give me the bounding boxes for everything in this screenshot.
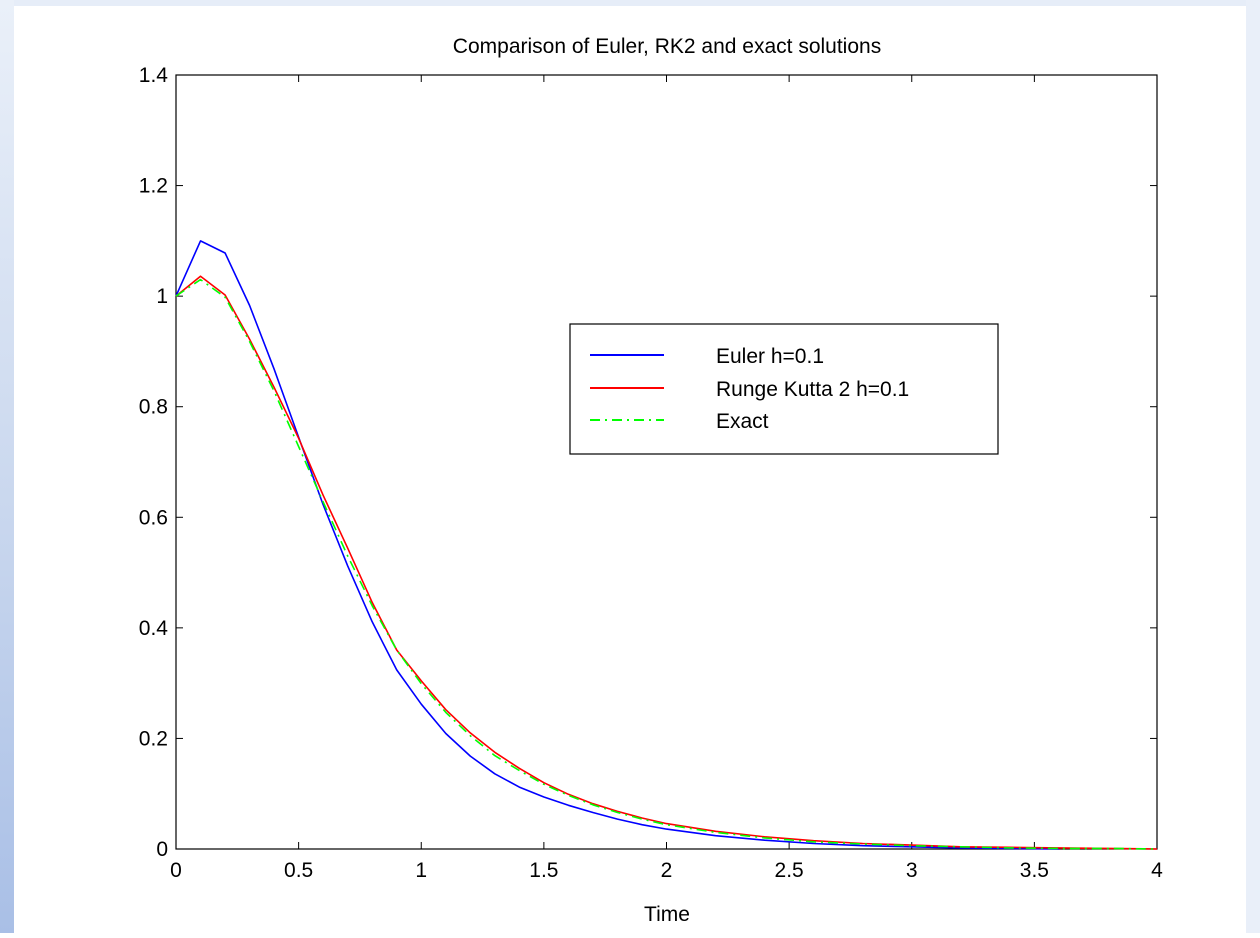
legend-label-exact: Exact xyxy=(716,410,769,433)
x-tick-label-2: 1 xyxy=(415,859,427,882)
series-line-exact xyxy=(175,278,1158,850)
series-line-rk2 xyxy=(175,275,1158,850)
x-tick-label-1: 0.5 xyxy=(284,859,313,882)
y-tick-label-3: 0.6 xyxy=(139,506,168,529)
x-axis-label: Time xyxy=(644,903,690,926)
figure-window: Comparison of Euler, RK2 and exact solut… xyxy=(14,6,1246,933)
y-tick-label-1: 0.2 xyxy=(139,727,168,750)
chart: Comparison of Euler, RK2 and exact solut… xyxy=(139,35,1163,926)
legend-label-rk2: Runge Kutta 2 h=0.1 xyxy=(716,378,909,401)
plot-area xyxy=(175,74,1158,850)
y-tick-label-5: 1 xyxy=(156,285,168,308)
y-tick-label-7: 1.4 xyxy=(139,64,169,87)
x-tick-label-7: 3.5 xyxy=(1020,859,1049,882)
legend-label-euler: Euler h=0.1 xyxy=(716,345,824,368)
y-tick-label-4: 0.8 xyxy=(139,396,168,419)
chart-title: Comparison of Euler, RK2 and exact solut… xyxy=(453,35,881,58)
axis-tick-labels: 0 0.5 1 1.5 2 2.5 3 3.5 4 0 0.2 0.4 0.6 0.8 1 1.2 1.4 xyxy=(139,64,1163,882)
y-tick-label-6: 1.2 xyxy=(139,175,168,198)
x-tick-label-5: 2.5 xyxy=(775,859,804,882)
top-background-band xyxy=(0,0,1260,6)
series-line-euler xyxy=(175,240,1059,850)
x-tick-label-3: 1.5 xyxy=(529,859,558,882)
y-tick-label-0: 0 xyxy=(156,838,168,861)
axis-ticks xyxy=(175,74,1158,850)
right-background-band xyxy=(1246,0,1260,933)
x-tick-label-6: 3 xyxy=(906,859,918,882)
x-tick-label-4: 2 xyxy=(661,859,673,882)
x-tick-label-8: 4 xyxy=(1151,859,1163,882)
y-tick-label-2: 0.4 xyxy=(139,617,169,640)
legend: Euler h=0.1 Runge Kutta 2 h=0.1 Exact xyxy=(569,323,999,455)
x-tick-label-0: 0 xyxy=(170,859,182,882)
series-lines xyxy=(175,240,1158,850)
left-background-band xyxy=(0,0,14,933)
